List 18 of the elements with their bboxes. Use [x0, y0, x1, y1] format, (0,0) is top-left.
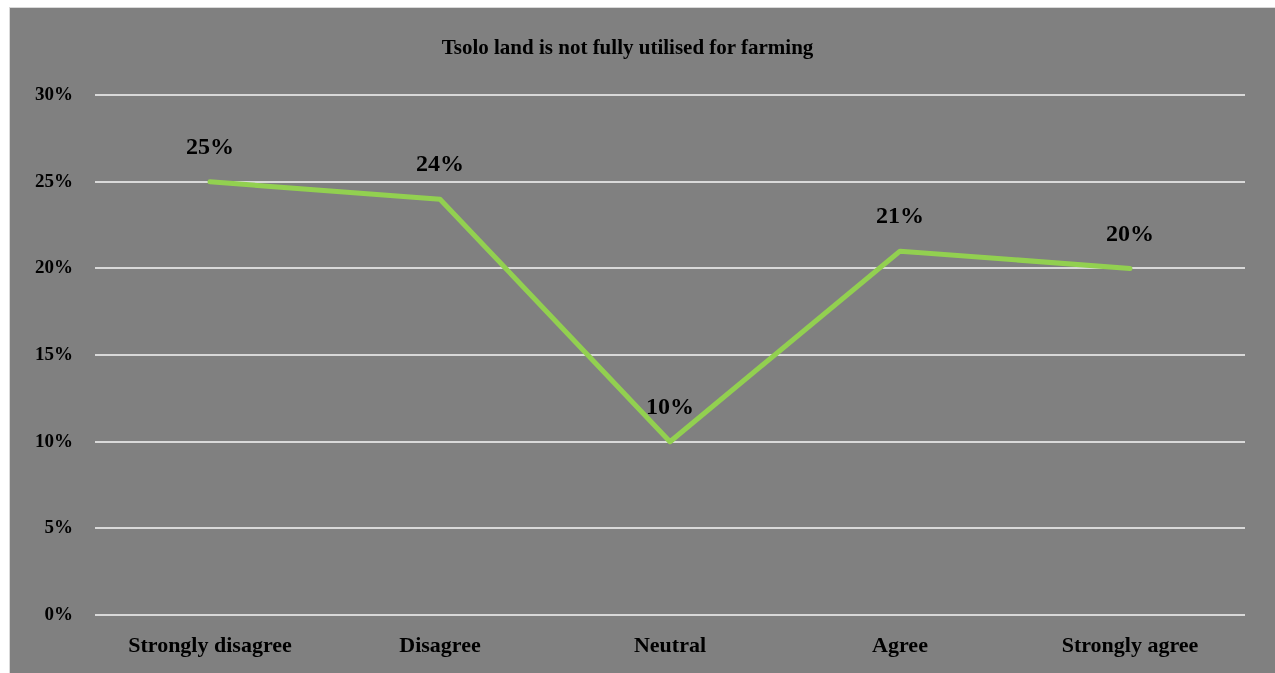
x-tick-label: Agree: [872, 631, 929, 657]
y-tick-label: 10%: [35, 429, 73, 451]
x-tick-label: Strongly agree: [1061, 631, 1199, 657]
chart-title: Tsolo land is not fully utilised for farming: [441, 35, 814, 60]
x-tick-label: Disagree: [399, 631, 481, 657]
data-label: 25%: [186, 133, 234, 160]
y-tick-label: 30%: [35, 83, 73, 105]
y-tick-label: 5%: [44, 516, 73, 538]
y-tick-label: 20%: [35, 256, 73, 278]
y-tick-label: 25%: [35, 169, 73, 191]
y-tick-label: 15%: [35, 343, 73, 365]
data-label: 24%: [416, 150, 464, 177]
y-tick-label: 0%: [44, 602, 73, 624]
x-tick-label: Strongly disagree: [128, 631, 293, 657]
x-tick-label: Neutral: [633, 631, 707, 657]
data-label: 10%: [646, 392, 694, 419]
data-label: 20%: [1106, 219, 1154, 246]
data-label: 21%: [876, 202, 924, 229]
